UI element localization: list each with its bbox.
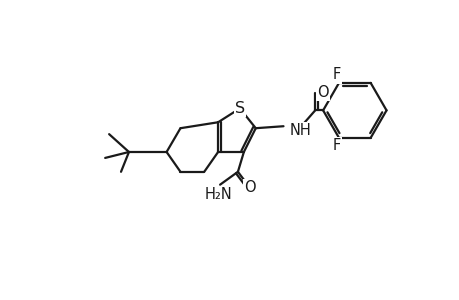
Text: NH: NH <box>289 123 311 138</box>
Text: S: S <box>235 101 245 116</box>
Text: F: F <box>332 68 341 82</box>
Text: O: O <box>243 180 255 195</box>
Text: F: F <box>332 138 341 153</box>
Text: H₂N: H₂N <box>204 187 231 202</box>
Text: O: O <box>317 85 328 100</box>
